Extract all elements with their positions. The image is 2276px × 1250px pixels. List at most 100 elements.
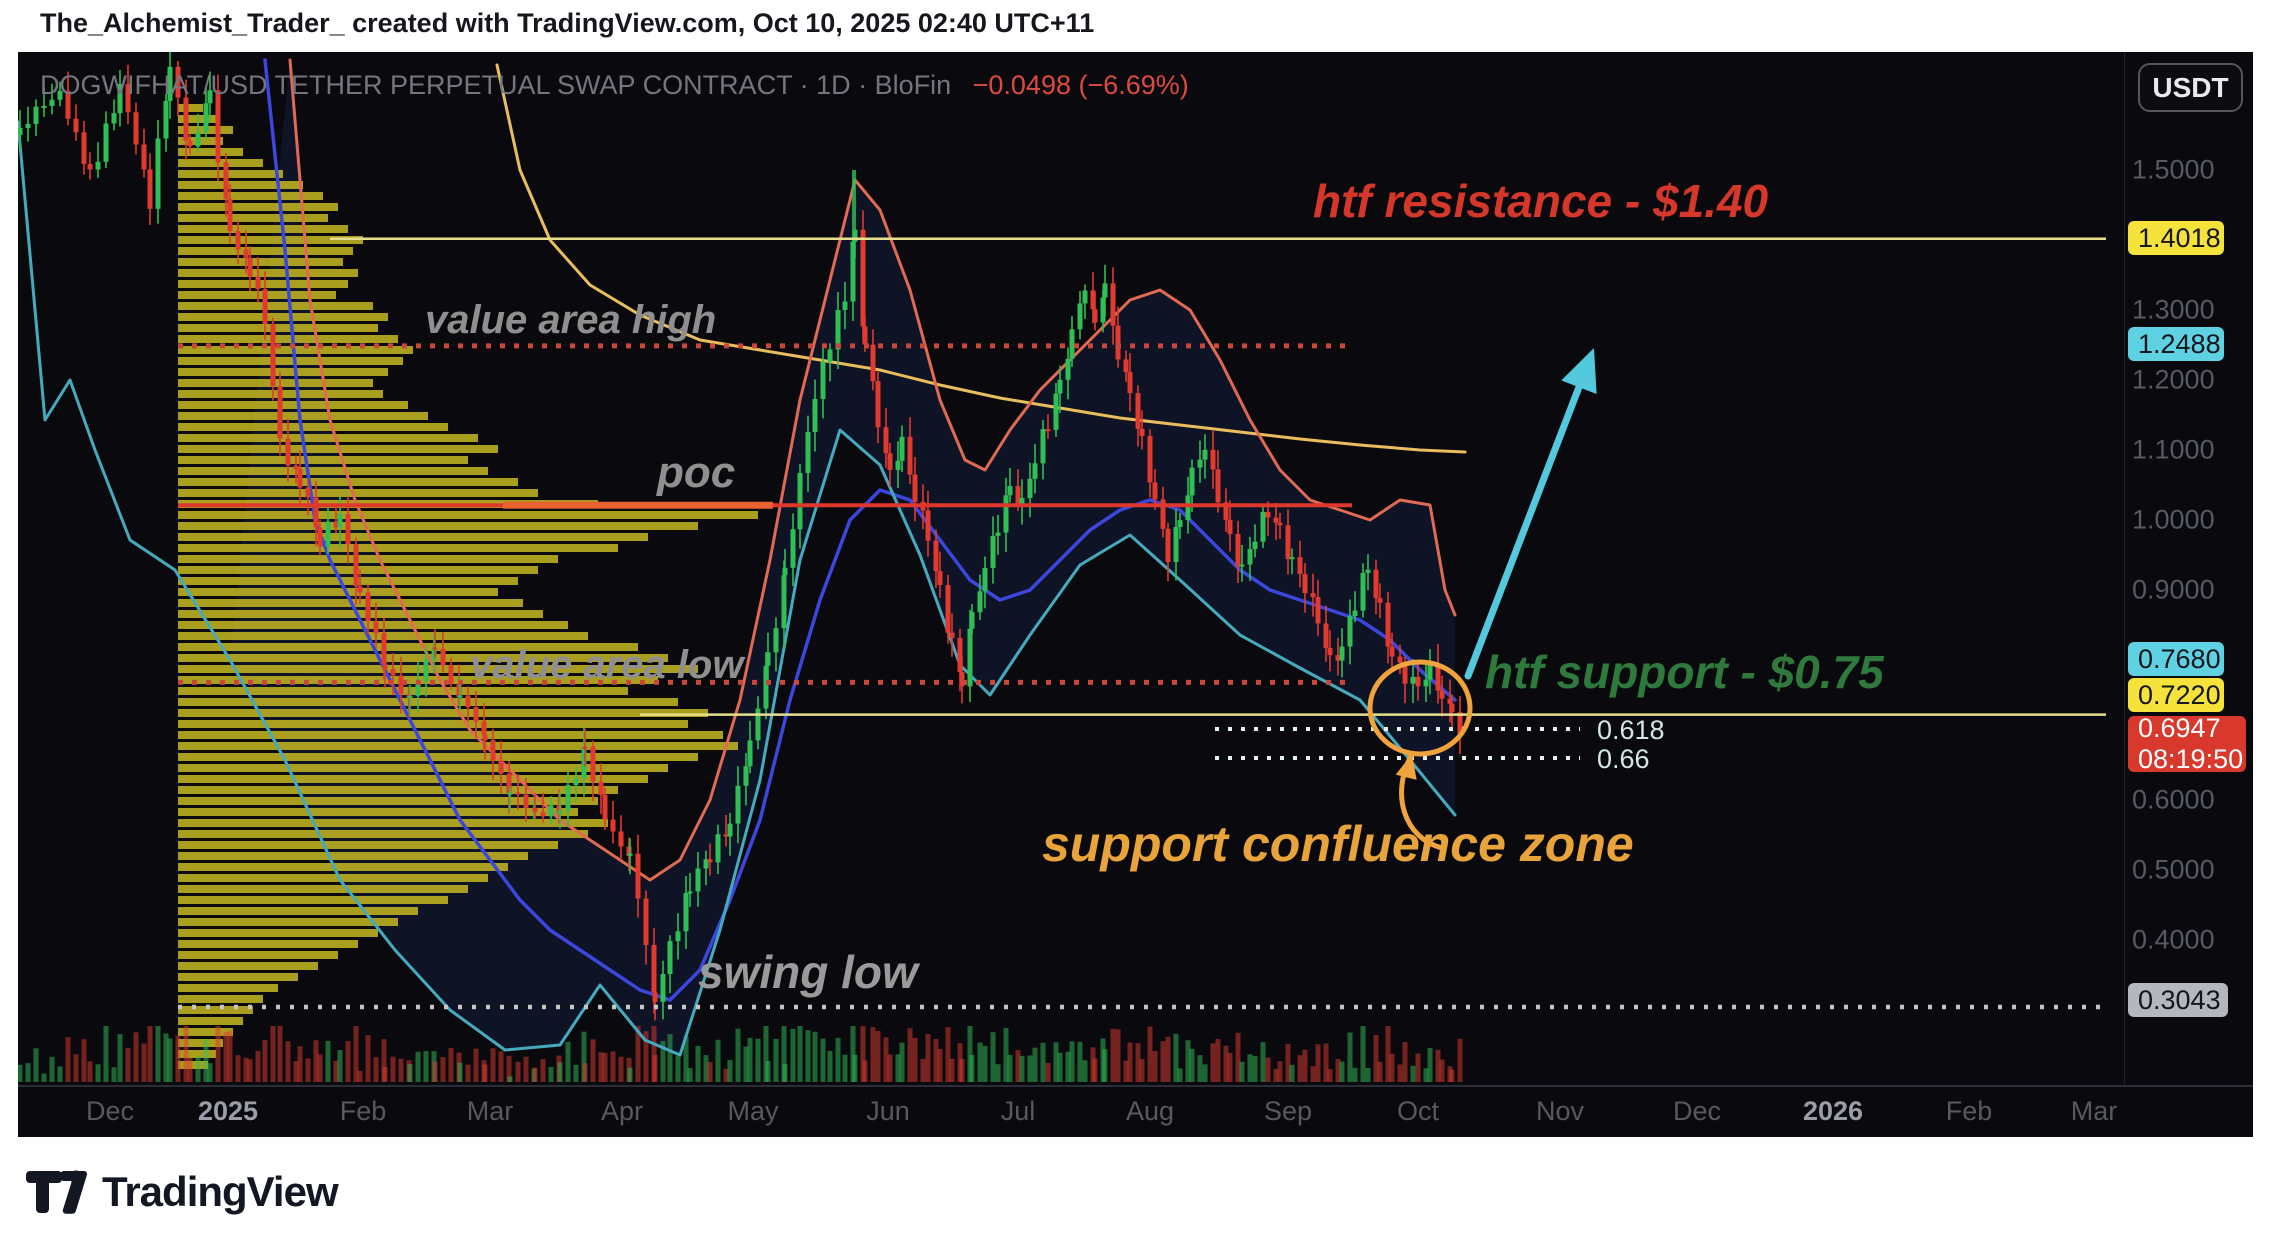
time-axis-label-Oct[interactable]: Oct	[1396, 1096, 1440, 1126]
volume-profile-bar	[178, 698, 678, 706]
volume-profile-bar	[178, 412, 428, 420]
candle-body	[977, 591, 983, 613]
volume-profile-bar	[178, 533, 648, 541]
volume-bar	[117, 1034, 123, 1082]
candles-layer	[18, 52, 1463, 1021]
chart-container[interactable]: DOGWIFHAT/USD TETHER PERPETUAL SWAP CONT…	[18, 52, 2253, 1137]
volume-bar	[675, 1055, 681, 1082]
candle-body	[755, 708, 761, 741]
volume-bar	[920, 1058, 926, 1082]
time-axis-label-Feb[interactable]: Feb	[339, 1096, 387, 1126]
volume-profile-bar	[178, 247, 353, 255]
time-axis-label-2026[interactable]: 2026	[1802, 1096, 1864, 1126]
volume-bar	[1202, 1064, 1208, 1082]
volume-bar	[1215, 1038, 1221, 1082]
volume-profile-bar	[178, 654, 668, 662]
candle-body	[1297, 557, 1303, 575]
time-axis-label-Apr[interactable]: Apr	[600, 1096, 644, 1126]
volume-bar	[1185, 1040, 1191, 1082]
volume-bar	[703, 1055, 709, 1082]
volume-bar	[187, 1058, 193, 1082]
candle-body	[765, 652, 771, 666]
tradingview-logo[interactable]: TradingView	[24, 1168, 339, 1216]
price-tick-label: 0.6000	[2132, 784, 2215, 815]
volume-bar	[1057, 1052, 1063, 1082]
candle-body	[1223, 502, 1229, 520]
volume-bar	[883, 1037, 889, 1082]
volume-profile-bar	[178, 995, 263, 1003]
time-axis-label-Dec[interactable]: Dec	[1672, 1096, 1722, 1126]
time-axis-label-Feb[interactable]: Feb	[1945, 1096, 1993, 1126]
volume-bar	[111, 1067, 117, 1082]
candle-body	[117, 84, 123, 114]
volume-bar	[1347, 1032, 1353, 1082]
candle-body	[1327, 647, 1333, 656]
currency-toggle-button[interactable]: USDT	[2138, 63, 2243, 112]
volume-profile-bar	[178, 104, 203, 112]
volume-bar	[133, 1032, 139, 1082]
candle-body	[1323, 623, 1329, 648]
time-axis-label-Jul[interactable]: Jul	[1000, 1096, 1036, 1126]
volume-bar	[967, 1026, 973, 1082]
volume-bar	[1373, 1035, 1379, 1082]
price-chart-canvas[interactable]	[18, 52, 2253, 1135]
candle-body	[862, 326, 868, 345]
volume-profile-bar	[178, 159, 263, 167]
time-axis-label-Dec[interactable]: Dec	[85, 1096, 135, 1126]
candle-body	[959, 671, 965, 687]
candle-body	[167, 66, 173, 101]
candle-body	[448, 665, 454, 684]
time-axis-label-2025[interactable]: 2025	[197, 1096, 259, 1126]
candle-body	[1402, 662, 1408, 684]
volume-bar	[175, 1035, 181, 1082]
cyan-projection-arrow[interactable]	[1464, 367, 1589, 680]
time-axis-label-Mar[interactable]: Mar	[2070, 1096, 2118, 1126]
volume-bar	[1335, 1059, 1341, 1082]
candle-body	[912, 474, 918, 502]
volume-profile-bar	[178, 709, 708, 717]
volume-bar	[473, 1048, 479, 1082]
candle-body	[743, 766, 749, 786]
volume-bar	[1223, 1045, 1229, 1082]
volume-profile-bar	[178, 962, 318, 970]
candle-body	[1102, 283, 1108, 298]
time-axis-label-May[interactable]: May	[727, 1096, 779, 1126]
volume-bar	[862, 1060, 868, 1082]
time-axis[interactable]	[18, 1085, 2253, 1137]
candle-body	[432, 647, 438, 650]
volume-bar	[618, 1056, 624, 1082]
volume-bar	[1115, 1029, 1121, 1082]
volume-bar	[262, 1039, 268, 1082]
volume-profile-bar	[178, 1050, 216, 1058]
candle-body	[1289, 557, 1295, 560]
volume-bar	[1123, 1060, 1129, 1082]
time-axis-label-Aug[interactable]: Aug	[1125, 1096, 1175, 1126]
candle-body	[1397, 656, 1403, 663]
candle-body	[333, 521, 339, 528]
volume-bar	[293, 1061, 299, 1082]
volume-bar	[1110, 1028, 1116, 1082]
time-axis-label-Mar[interactable]: Mar	[466, 1096, 514, 1126]
volume-bar	[373, 1057, 379, 1082]
volume-bar	[523, 1056, 529, 1082]
candle-body	[1252, 541, 1258, 550]
symbol-title[interactable]: DOGWIFHAT/USD TETHER PERPETUAL SWAP CONT…	[40, 70, 1189, 101]
candle-body	[1065, 358, 1071, 380]
volume-bar	[977, 1042, 983, 1082]
volume-bar	[1065, 1051, 1071, 1082]
time-axis-label-Jun[interactable]: Jun	[866, 1096, 910, 1126]
volume-bar	[907, 1028, 913, 1082]
orange-highlight-circle[interactable]	[1367, 659, 1473, 757]
time-axis-label-Nov[interactable]: Nov	[1535, 1096, 1585, 1126]
volume-bar	[498, 1051, 504, 1082]
candle-body	[1365, 569, 1371, 573]
candle-body	[1082, 290, 1088, 304]
value-area-high-label: value area high	[425, 298, 717, 342]
price-badge-0.6947: 0.6947 08:19:50	[2128, 713, 2246, 774]
time-axis-label-Sep[interactable]: Sep	[1263, 1096, 1313, 1126]
candle-body	[1435, 663, 1441, 691]
volume-bar	[660, 1040, 666, 1082]
candle-body	[1057, 379, 1063, 394]
volume-bar	[651, 1026, 657, 1082]
